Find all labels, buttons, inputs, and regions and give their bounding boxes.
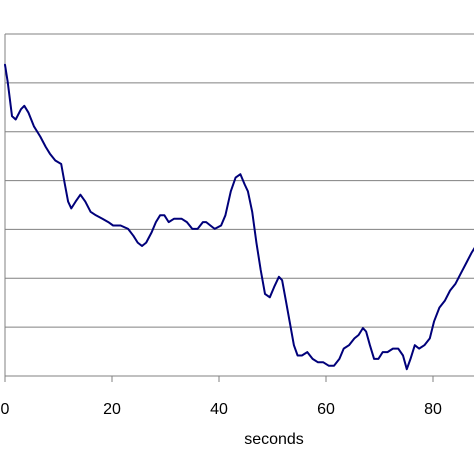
series-line xyxy=(4,63,474,371)
x-tick-label: 80 xyxy=(424,401,442,418)
gridlines xyxy=(5,33,474,377)
x-axis-title: seconds xyxy=(244,431,304,448)
plot-area xyxy=(5,34,474,376)
series-group xyxy=(4,63,474,371)
x-axis-ticks xyxy=(4,376,434,382)
x-tick-label: 40 xyxy=(210,401,228,418)
x-tick-label: 0 xyxy=(1,401,10,418)
x-axis-tick-labels: 0 20 40 60 80 xyxy=(1,401,442,418)
x-tick-label: 20 xyxy=(103,401,121,418)
x-tick-label: 60 xyxy=(317,401,335,418)
